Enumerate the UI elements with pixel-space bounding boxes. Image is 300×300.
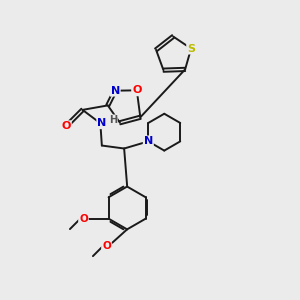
Text: O: O (132, 85, 142, 95)
Text: N: N (110, 86, 120, 96)
Text: O: O (61, 121, 71, 131)
Text: H: H (109, 115, 117, 125)
Text: N: N (97, 118, 106, 128)
Text: O: O (79, 214, 88, 224)
Text: O: O (102, 241, 111, 251)
Text: S: S (187, 44, 195, 54)
Text: N: N (144, 136, 153, 146)
